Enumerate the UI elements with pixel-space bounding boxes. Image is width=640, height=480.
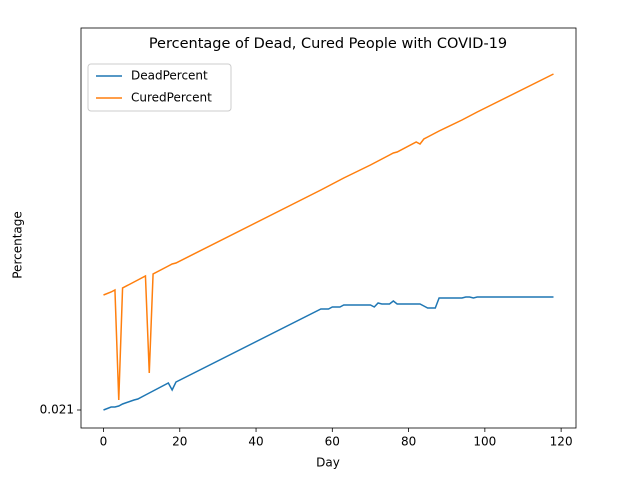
y-tick-label: 0.021 xyxy=(40,403,74,417)
legend-label: CuredPercent xyxy=(131,91,212,105)
x-tick-label: 20 xyxy=(172,435,187,449)
x-tick-label: 100 xyxy=(473,435,496,449)
x-axis-label: Day xyxy=(316,456,340,470)
chart-title: Percentage of Dead, Cured People with CO… xyxy=(149,36,507,52)
x-tick-label: 0 xyxy=(100,435,108,449)
x-tick-label: 60 xyxy=(325,435,340,449)
plot-frame xyxy=(80,27,577,429)
x-tick-label: 80 xyxy=(401,435,416,449)
x-tick-label: 120 xyxy=(550,435,573,449)
y-axis-label: Percentage xyxy=(11,211,25,279)
legend-box xyxy=(87,63,232,112)
legend-label: DeadPercent xyxy=(131,69,208,83)
x-tick-label: 40 xyxy=(248,435,263,449)
data-line xyxy=(103,296,554,411)
data-line xyxy=(103,73,554,401)
